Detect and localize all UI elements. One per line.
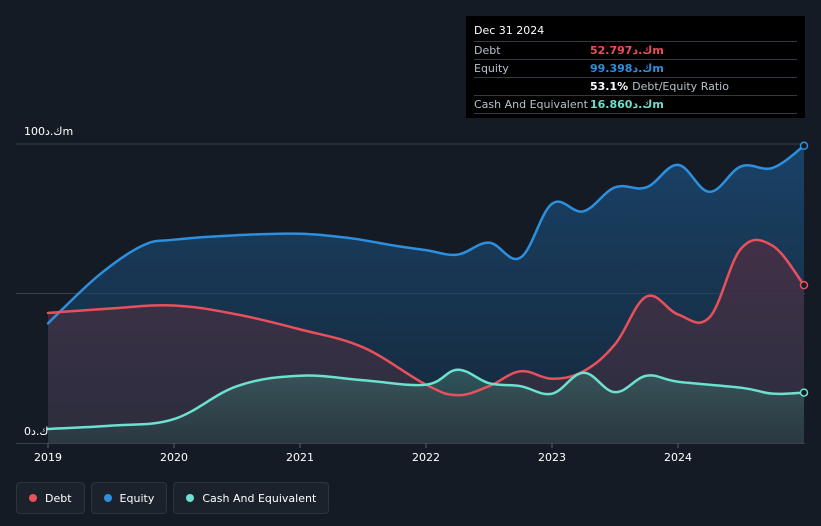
tooltip-row-equity: Equity 99.398ك.دm <box>474 59 797 77</box>
x-tick-label: 2019 <box>34 451 62 464</box>
debt-dot-icon <box>29 494 37 502</box>
y-axis-top-label: 100ك.دm <box>24 125 73 138</box>
tooltip-equity-label: Equity <box>474 62 509 75</box>
equity-end-marker <box>799 141 809 151</box>
tooltip-date: Dec 31 2024 <box>474 24 545 37</box>
x-tick-label: 2024 <box>664 451 692 464</box>
debt-equity-chart: 2019 2020 2021 2022 2023 2024 100ك.دm 0ك.د <box>16 125 809 464</box>
x-tick-label: 2021 <box>286 451 314 464</box>
legend-item-debt[interactable]: Debt <box>16 482 85 514</box>
tooltip-ratio-label: Debt/Equity Ratio <box>632 80 729 93</box>
debt-end-marker <box>799 280 809 290</box>
legend-cash-label: Cash And Equivalent <box>202 491 317 505</box>
area-fills <box>48 145 804 443</box>
tooltip-debt-label: Debt <box>474 44 501 57</box>
equity-line <box>46 144 806 325</box>
x-tick-label: 2023 <box>538 451 566 464</box>
cash-area <box>48 369 804 443</box>
equity-dot-icon <box>103 494 112 502</box>
tooltip-cash-label: Cash And Equivalent <box>474 98 588 111</box>
tooltip-equity-value: 99.398ك.دm <box>590 62 664 75</box>
series-lines <box>46 144 806 431</box>
x-axis: 2019 2020 2021 2022 2023 2024 <box>16 443 805 464</box>
data-tooltip: Dec 31 2024 Debt 52.797ك.دm Equity 99.39… <box>466 16 805 118</box>
tooltip-cash-value: 16.860ك.دm <box>590 98 664 111</box>
legend-debt-label: Debt <box>45 491 72 505</box>
legend-equity-label: Equity <box>119 491 155 505</box>
tooltip-row-ratio: 53.1% Debt/Equity Ratio <box>474 77 797 95</box>
x-tick-label: 2022 <box>412 451 440 464</box>
tooltip-ratio-value: 53.1% <box>590 80 629 93</box>
tooltip-row-debt: Debt 52.797ك.دm <box>474 41 797 59</box>
legend-item-equity[interactable]: Equity <box>90 482 168 514</box>
cash-line <box>46 368 806 431</box>
y-axis-bottom-label: 0ك.د <box>24 425 48 438</box>
debt-line <box>46 238 806 397</box>
chart-legend: Debt Equity Cash And Equivalent <box>16 482 330 514</box>
tooltip-row-cash: Cash And Equivalent 16.860ك.دm <box>474 95 797 114</box>
tooltip-debt-value: 52.797ك.دm <box>590 44 664 57</box>
cash-dot-icon <box>186 494 195 502</box>
end-markers <box>799 141 809 397</box>
x-tick-label: 2020 <box>160 451 188 464</box>
legend-item-cash[interactable]: Cash And Equivalent <box>173 482 330 514</box>
cash-end-marker <box>799 388 809 397</box>
